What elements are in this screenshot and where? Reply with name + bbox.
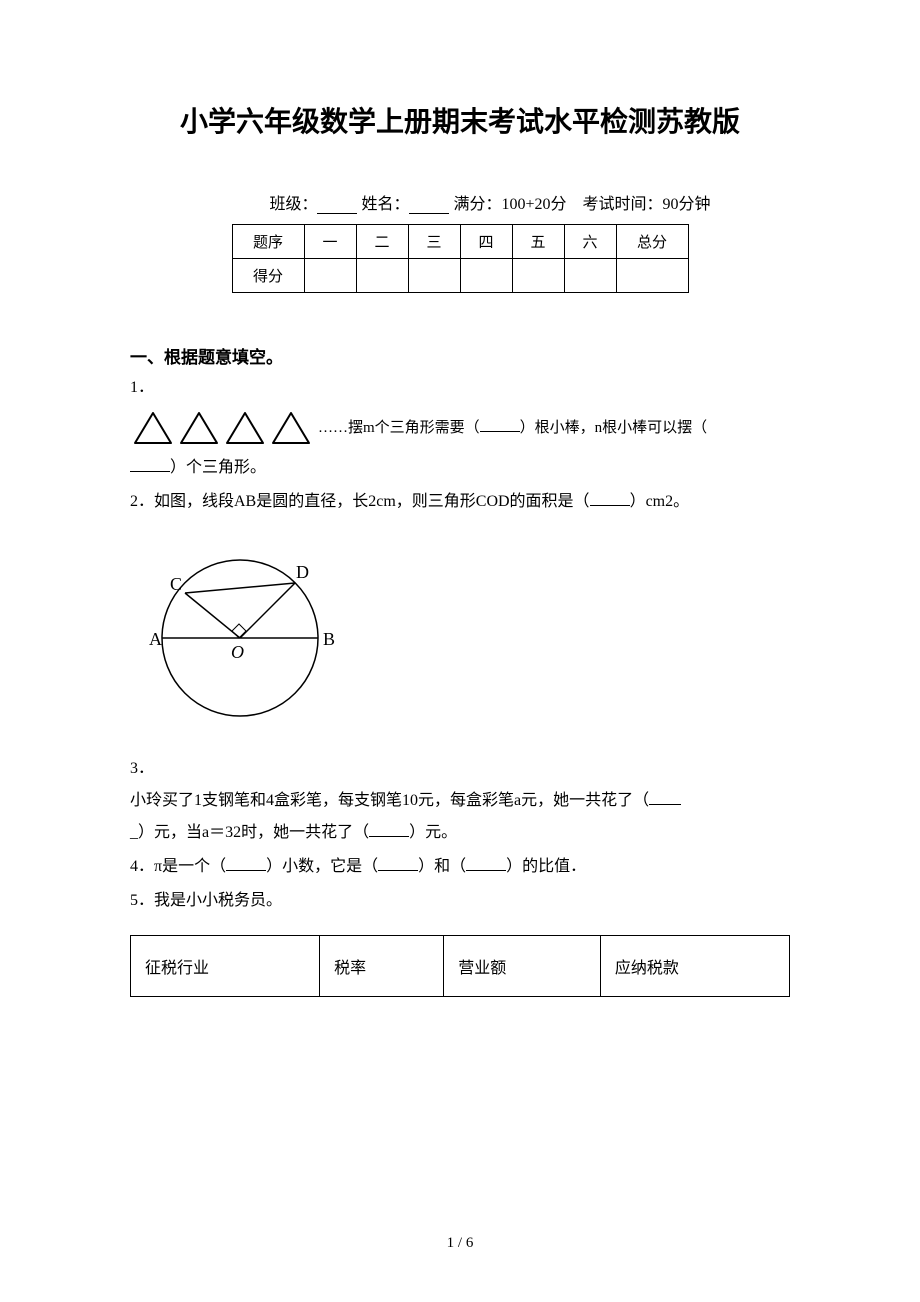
q4-text-c: ）和（ — [418, 858, 466, 875]
score-label: 满分：100+20分 — [453, 196, 566, 213]
label-C: C — [170, 574, 182, 594]
question-3: 3． 小玲买了1支钢笔和4盒彩笔，每支钢笔10元，每盒彩笔a元，她一共花了（ _… — [130, 753, 790, 849]
q3-line1-a: 小玲买了1支钢笔和4盒彩笔，每支钢笔10元，每盒彩笔a元，她一共花了（ — [130, 792, 649, 809]
q1-text-a: 摆m个三角形需要（ — [348, 420, 480, 436]
score-table: 题序 一 二 三 四 五 六 总分 得分 — [232, 224, 689, 293]
page-number: 1 / 6 — [0, 1235, 920, 1252]
name-blank — [409, 196, 449, 214]
cell: 五 — [512, 225, 564, 259]
cell — [356, 259, 408, 293]
cell — [408, 259, 460, 293]
table-row: 得分 — [232, 259, 688, 293]
page-title: 小学六年级数学上册期末考试水平检测苏教版 — [130, 100, 790, 140]
circle-diagram: A B C D O — [130, 538, 350, 728]
q5-text: 5．我是小小税务员。 — [130, 892, 282, 909]
q1-num: 1． — [130, 379, 154, 396]
exam-info-line: 班级： 姓名： 满分：100+20分 考试时间：90分钟 — [130, 190, 790, 214]
label-D: D — [296, 562, 309, 582]
class-label: 班级： — [269, 196, 317, 213]
answer-blank — [130, 471, 170, 472]
q2-text-a: 2．如图，线段AB是圆的直径，长2cm，则三角形COD的面积是（ — [130, 493, 590, 510]
q4-text-a: 4．π是一个（ — [130, 858, 226, 875]
label-O: O — [231, 642, 244, 662]
label-B: B — [323, 629, 335, 649]
q3-num: 3． — [130, 753, 790, 785]
question-5: 5．我是小小税务员。 — [130, 885, 790, 917]
tax-cell-industry: 征税行业 — [131, 936, 320, 997]
label-A: A — [149, 629, 162, 649]
answer-blank — [590, 505, 630, 506]
triangle-icon — [176, 408, 222, 448]
triangle-icon — [268, 408, 314, 448]
cell — [460, 259, 512, 293]
cell: 六 — [564, 225, 616, 259]
tax-table: 征税行业 税率 营业额 应纳税款 — [130, 935, 790, 997]
table-row: 征税行业 税率 营业额 应纳税款 — [131, 936, 790, 997]
cell-total: 总分 — [616, 225, 688, 259]
q3-line2-b: ）元。 — [409, 824, 457, 841]
q4-text-b: ）小数，它是（ — [266, 858, 378, 875]
q1-dots: …… — [318, 420, 348, 436]
q3-line2-a: _）元，当a＝32时，她一共花了（ — [130, 824, 369, 841]
triangle-icon — [222, 408, 268, 448]
time-label: 考试时间：90分钟 — [583, 196, 711, 213]
cell: 三 — [408, 225, 460, 259]
name-label: 姓名： — [361, 196, 409, 213]
tax-cell-revenue: 营业额 — [444, 936, 601, 997]
table-row: 题序 一 二 三 四 五 六 总分 — [232, 225, 688, 259]
q1-text-c: ）个三角形。 — [170, 459, 266, 476]
answer-blank — [480, 431, 520, 432]
triangle-icon — [130, 408, 176, 448]
answer-blank — [226, 870, 266, 871]
section-heading-1: 一、根据题意填空。 — [130, 343, 790, 368]
question-2: 2．如图，线段AB是圆的直径，长2cm，则三角形COD的面积是（ ）cm2。 — [130, 486, 790, 518]
answer-blank — [466, 870, 506, 871]
q1-text-b: ）根小棒，n根小棒可以摆（ — [520, 420, 708, 436]
cell: 四 — [460, 225, 512, 259]
answer-blank — [378, 870, 418, 871]
q2-text-b: ）cm2。 — [630, 493, 690, 510]
cell-label: 得分 — [232, 259, 304, 293]
cell: 一 — [304, 225, 356, 259]
cell-label: 题序 — [232, 225, 304, 259]
question-1: 1． ……摆m个三角形需要（ ）根小棒，n根小棒可以摆（ ）个三角形。 — [130, 372, 790, 484]
cell — [304, 259, 356, 293]
question-4: 4．π是一个（ ）小数，它是（ ）和（ ）的比值． — [130, 851, 790, 883]
cell: 二 — [356, 225, 408, 259]
cell-total — [616, 259, 688, 293]
triangles-figure: ……摆m个三角形需要（ ）根小棒，n根小棒可以摆（ — [130, 408, 790, 448]
class-blank — [317, 196, 357, 214]
cell — [512, 259, 564, 293]
cell — [564, 259, 616, 293]
answer-blank — [649, 804, 681, 805]
tax-cell-payable: 应纳税款 — [600, 936, 789, 997]
circle-figure: A B C D O — [130, 538, 790, 733]
answer-blank — [369, 836, 409, 837]
q4-text-d: ）的比值． — [506, 858, 586, 875]
tax-cell-rate: 税率 — [320, 936, 444, 997]
